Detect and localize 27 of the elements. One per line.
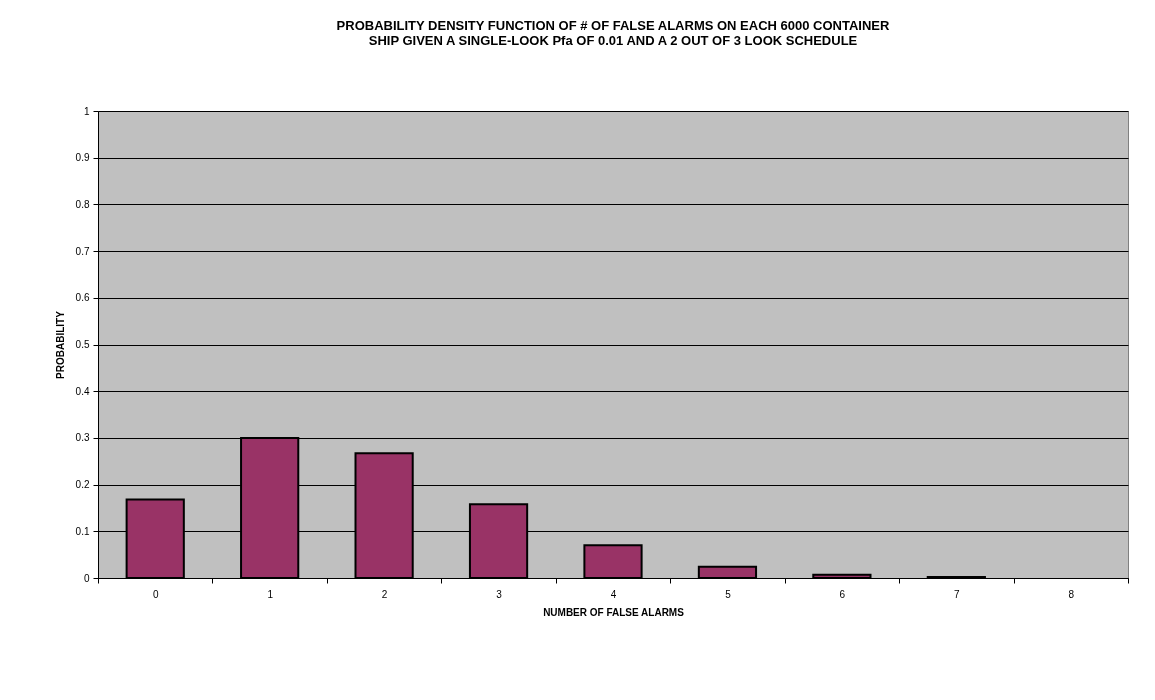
x-tick-label: 8: [1068, 588, 1075, 600]
x-tick-label: 0: [152, 588, 159, 600]
x-tick-label: 4: [610, 588, 617, 600]
y-tick-label: 1: [83, 105, 90, 117]
text: SHIP GIVEN A SINGLE-LOOK Pfa OF 0.01 AND A 2 OUT OF 3 LOOK SCHEDULE: [368, 33, 858, 48]
y-tick-label: 0.4: [75, 385, 90, 397]
x-tick-label: 1: [267, 588, 274, 600]
x-tick-label: 7: [954, 588, 961, 600]
y-tick-label: 0.6: [75, 292, 90, 304]
y-tick-label: 0.8: [75, 198, 90, 210]
x-tick-label: 3: [496, 588, 503, 600]
bar: [812, 573, 872, 579]
bar: [697, 565, 758, 579]
y-tick-label: 0.9: [75, 152, 90, 164]
y-axis-title: PROBABILITY: [54, 310, 66, 379]
bar: [583, 544, 643, 579]
x-tick-label: 2: [381, 588, 388, 600]
x-axis-title: NUMBER OF FALSE ALARMS: [543, 606, 685, 618]
y-tick-label: 0.7: [75, 245, 90, 257]
x-tick-label: 5: [725, 588, 732, 600]
y-tick-label: 0: [83, 572, 90, 584]
y-tick-label: 0.3: [75, 432, 90, 444]
y-tick-label: 0.1: [75, 525, 90, 537]
x-tick-label: 6: [839, 588, 846, 600]
y-tick-label: 0.5: [75, 339, 90, 350]
y-tick-label: 0.2: [75, 479, 90, 491]
text: PROBABILITY DENSITY FUNCTION OF # OF FALSE ALARMS ON EACH 6000 CONTAINER: [336, 18, 890, 33]
